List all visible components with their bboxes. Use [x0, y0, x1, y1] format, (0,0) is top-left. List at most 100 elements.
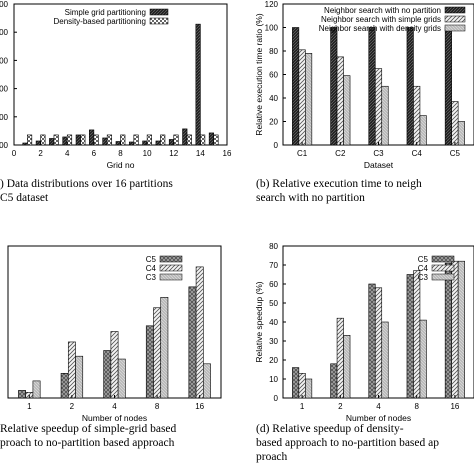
- bar-density-grid-9: [133, 134, 139, 146]
- y-axis-label: Relative speedup (%): [254, 281, 264, 362]
- bar-simple-grid-13: [182, 128, 188, 146]
- x-axis-label: Dataset: [364, 160, 394, 170]
- caption-line: proach: [256, 451, 288, 463]
- bar-c5-2: [330, 363, 338, 399]
- legend-swatch: [444, 15, 466, 23]
- y-axis-label: Relative execution time ratio (%): [254, 13, 264, 136]
- x-tick-label: 0: [12, 149, 17, 158]
- bar-density-grid-2: [40, 134, 46, 146]
- bar-density-grid-5: [80, 134, 86, 146]
- bar-c3-1: [305, 378, 313, 399]
- caption-line: based approach to no-partition based ap: [256, 437, 439, 449]
- y-tick-label: 10: [269, 375, 278, 384]
- bar-c3-2: [75, 355, 84, 399]
- x-tick-label: C2: [335, 149, 346, 158]
- bar-c3-4: [117, 358, 126, 399]
- legend-label: Neighbor search with simple grids: [321, 15, 441, 24]
- x-tick-label: C4: [412, 149, 423, 158]
- bar-neighbor-search-with-simple-grids-C5: [451, 101, 459, 146]
- bar-c5-16: [444, 262, 452, 399]
- legend-swatch: [431, 255, 455, 263]
- bar-c4-2: [67, 341, 76, 399]
- bar-c5-16: [188, 286, 197, 399]
- x-tick-label: 8: [414, 402, 419, 411]
- legend-swatch: [149, 17, 169, 25]
- bar-density-grid-8: [120, 134, 126, 146]
- x-tick-label: 8: [118, 149, 123, 158]
- bar-neighbor-search-with-no-partition-C1: [292, 27, 300, 146]
- bar-c4-16: [451, 260, 459, 399]
- bar-density-grid-11: [160, 134, 166, 146]
- legend-swatch: [149, 8, 169, 16]
- bar-c4-8: [153, 307, 162, 399]
- bar-c5-1: [292, 367, 300, 399]
- bar-simple-grid-14: [195, 23, 201, 146]
- bar-density-grid-12: [173, 134, 179, 146]
- caption-line: (b) Relative execution time to neigh: [256, 178, 422, 190]
- bar-c5-4: [368, 283, 376, 399]
- legend-label: Simple grid partitioning: [65, 8, 146, 17]
- x-tick-label: 6: [92, 149, 97, 158]
- bar-neighbor-search-with-density-grids-C5: [457, 121, 465, 146]
- bar-neighbor-search-with-simple-grids-C2: [336, 56, 344, 146]
- caption-line: (d) Relative speedup of density-: [256, 423, 404, 435]
- legend-swatch: [159, 255, 183, 263]
- bar-density-grid-1: [27, 134, 33, 146]
- bar-c3-2: [343, 334, 351, 399]
- bar-c5-2: [60, 372, 69, 399]
- x-tick-label: C5: [450, 149, 461, 158]
- x-tick-label: 4: [65, 149, 70, 158]
- legend-label: C5: [418, 255, 429, 264]
- bar-simple-grid-2: [35, 140, 41, 146]
- bar-simple-grid-10: [142, 140, 148, 146]
- y-tick-label: 40: [269, 94, 278, 103]
- bar-simple-grid-3: [49, 138, 55, 146]
- bar-c3-16: [457, 260, 465, 399]
- bar-neighbor-search-with-no-partition-C4: [406, 27, 414, 146]
- bar-neighbor-search-with-density-grids-C1: [305, 53, 313, 146]
- bar-density-grid-10: [146, 134, 152, 146]
- y-tick-label: 20: [269, 356, 278, 365]
- x-tick-label: 2: [38, 149, 43, 158]
- caption-line: Relative speedup of simple-grid based: [0, 423, 177, 435]
- bar-c5-8: [145, 325, 154, 399]
- bar-simple-grid-4: [62, 136, 68, 146]
- bar-c4-4: [374, 287, 383, 399]
- bar-simple-grid-7: [102, 137, 108, 146]
- bar-density-grid-4: [66, 134, 73, 146]
- bar-density-grid-15: [213, 134, 219, 146]
- bar-simple-grid-5: [75, 134, 81, 146]
- legend-label: C4: [146, 264, 157, 273]
- x-tick-label: 16: [450, 402, 459, 411]
- bar-c3-8: [160, 296, 169, 399]
- x-axis-label: Number of nodes: [346, 413, 411, 423]
- legend-swatch: [444, 6, 466, 14]
- bar-neighbor-search-with-density-grids-C4: [419, 115, 427, 146]
- bar-c3-16: [203, 363, 211, 399]
- x-tick-label: 4: [112, 402, 117, 411]
- y-tick-label: 0: [274, 394, 279, 403]
- legend-label: Neighbor search with no partition: [324, 6, 441, 15]
- y-tick-label: 0: [274, 141, 279, 150]
- chart-panel-1: 0000000000000000000000000246810121416Gri…: [0, 0, 232, 204]
- bar-c5-8: [406, 274, 414, 399]
- bar-neighbor-search-with-density-grids-C3: [381, 85, 389, 146]
- legend-swatch: [431, 273, 455, 281]
- bar-neighbor-search-with-no-partition-C5: [444, 27, 452, 146]
- legend-label: C3: [418, 273, 429, 282]
- x-tick-label: C3: [373, 149, 384, 158]
- bar-density-grid-6: [93, 134, 99, 146]
- y-tick-label: 60: [269, 71, 278, 80]
- bar-neighbor-search-with-simple-grids-C3: [374, 68, 383, 146]
- chart-panel-4: 0 10 20 30 40 50 60 70 80 Relative speedup (%) 1 2 4…: [254, 242, 474, 463]
- x-tick-label: 10: [143, 149, 152, 158]
- legend-swatch: [159, 273, 183, 281]
- legend-label: Neighbor search with density grids: [319, 24, 441, 33]
